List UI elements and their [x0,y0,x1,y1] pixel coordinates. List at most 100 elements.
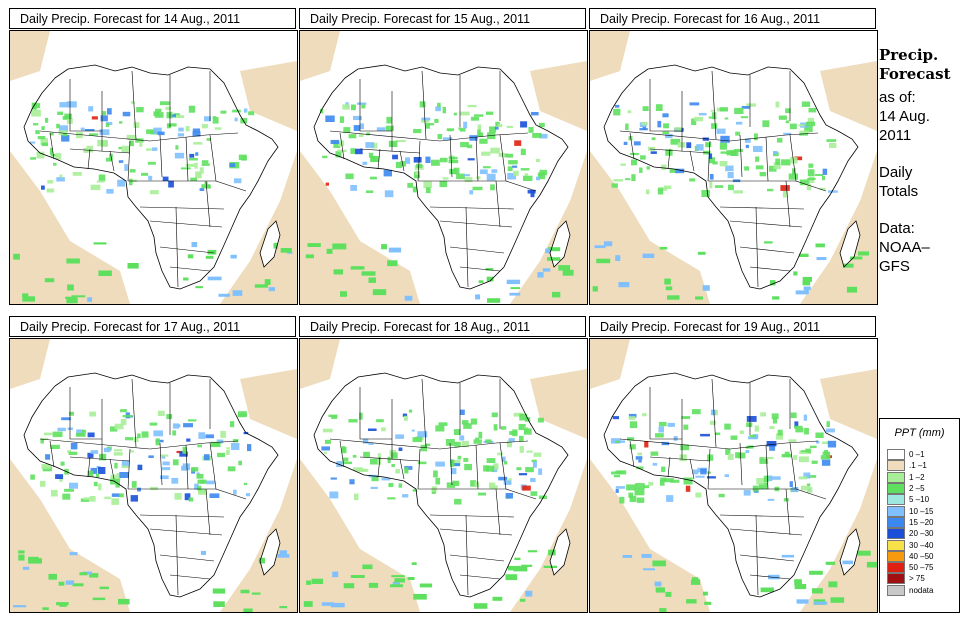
precip-cell [760,412,766,417]
precip-cell [178,127,184,132]
precip-cell [760,587,774,593]
precip-cell [421,117,431,121]
precip-cell [148,455,154,458]
legend-item: 1 –2 [887,471,933,483]
legend-item: 10 –15 [887,505,933,517]
precip-cell [664,278,671,285]
precip-cell [41,185,45,190]
precip-cell [90,184,101,191]
country-border [87,148,91,170]
precip-cell [175,145,179,150]
precip-cell [166,111,173,119]
country-border [69,148,131,154]
precip-cell [665,591,672,597]
precip-cell [125,437,134,441]
precip-cell [268,287,275,292]
precip-cell [119,493,124,498]
coastline [313,372,569,598]
precip-cell [790,157,798,164]
precip-cell [198,489,207,495]
precip-cell [209,493,220,498]
precip-cell [40,437,48,440]
precip-cell [203,454,210,461]
precip-cell [506,279,521,285]
precip-cell [351,104,356,111]
precip-cell [323,451,327,454]
precip-cell [803,414,808,421]
precip-cell [199,167,204,174]
precip-cell [677,142,686,148]
precip-cell [188,497,194,502]
precip-cell [353,115,362,121]
precip-cell [177,133,185,137]
country-border [39,438,239,450]
precip-cell [99,129,110,136]
precip-cell [438,422,448,426]
precip-cell [124,164,128,171]
dry-ocean-area [510,459,587,612]
precip-cell [273,242,278,249]
precip-cell [489,126,497,133]
precip-cell [376,127,386,131]
precip-cell [53,162,57,166]
precip-cell [635,483,645,489]
precip-cell [542,268,551,272]
precip-cell [479,138,488,144]
precip-cell [153,127,162,134]
precip-cell [794,584,807,590]
precip-cell [776,433,783,440]
precip-cell [443,137,453,141]
precip-cell [507,153,514,158]
country-border [711,378,717,448]
precip-cell [184,493,191,501]
precip-cell [453,429,461,436]
dry-ocean-area [800,151,877,304]
precip-cell [69,482,79,489]
precip-cell [387,497,396,500]
country-border [359,456,421,462]
precip-cell [498,152,505,157]
precip-cell [139,140,143,147]
madagascar-coastline [549,220,571,268]
precip-cell [307,243,321,247]
precip-cell [724,117,729,120]
precip-cell [61,135,70,142]
precip-cell [512,165,518,168]
precip-cell [807,169,815,177]
precip-cell [414,171,421,179]
precip-cell [522,485,531,491]
dry-ocean-area [300,151,420,304]
precip-cell [59,125,68,133]
precip-cell [233,489,237,495]
precip-cell [197,444,202,448]
precip-cell [47,180,54,184]
precip-cell [734,107,744,114]
precip-cell [350,575,365,578]
precip-cell [174,493,182,500]
precip-cell [371,142,378,149]
precip-cell [207,249,217,255]
precip-cell [637,452,642,456]
precip-cell [795,290,809,295]
precip-cell [689,178,696,182]
precip-cell [90,450,99,454]
precip-cell [794,156,803,161]
precip-cell [746,103,756,107]
precip-cell [665,149,673,156]
precip-cell [201,124,208,129]
precip-cell [381,427,386,432]
precip-cell [363,451,370,458]
precip-cell [537,417,544,423]
legend-item: 20 –30 [887,528,933,540]
precip-cell [733,148,743,152]
precip-cell [759,172,767,177]
precip-cell [395,161,403,169]
precip-cell [56,123,60,129]
legend-swatch [887,483,905,495]
precip-cell [329,491,339,499]
precip-cell [462,420,469,425]
precip-cell [41,126,45,130]
precip-cell [781,554,794,558]
precip-cell [513,170,519,176]
precip-cell [768,165,777,172]
